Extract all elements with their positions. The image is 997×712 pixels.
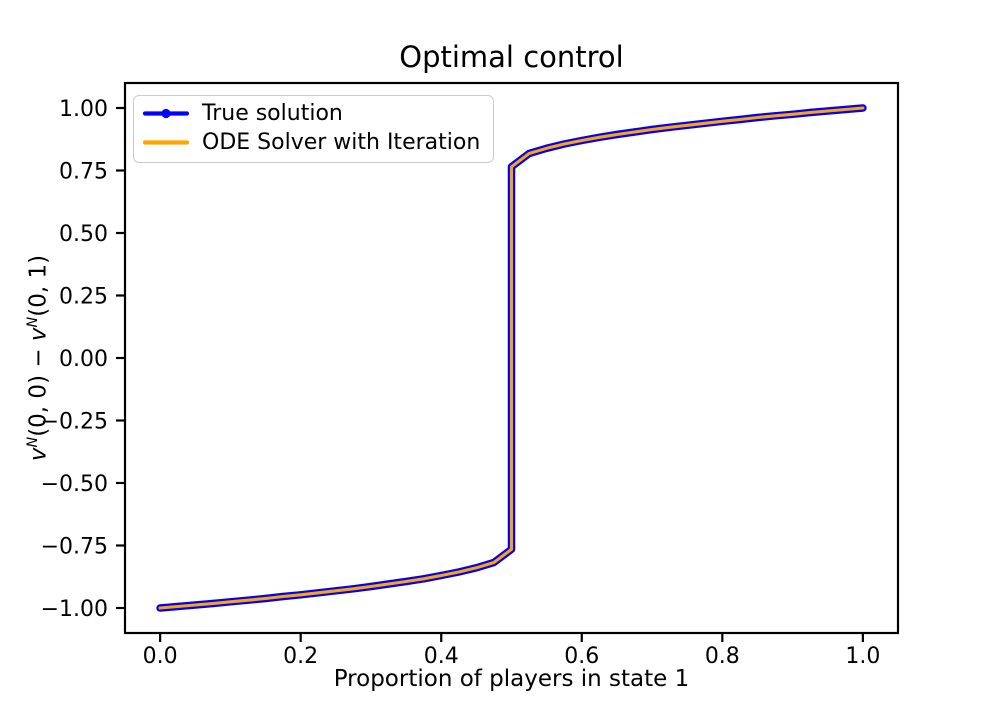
x-tick-label: 0.2 [283, 644, 318, 669]
legend-line-icon [143, 140, 189, 145]
y-tick-label: −0.25 [41, 410, 108, 435]
y-tick-label: 0.00 [59, 347, 108, 372]
y-tick-label: −0.50 [41, 472, 108, 497]
legend: True solution ODE Solver with Iteration [133, 95, 495, 163]
y-tick-label: −0.75 [41, 535, 108, 560]
x-tick-label: 0.8 [705, 644, 740, 669]
series-line-ode-solver-with-iteration [158, 106, 865, 610]
y-axis-label: vN(0, 0) − vN(0, 1) [25, 254, 52, 462]
y-tick-label: 0.75 [59, 160, 108, 185]
y-tick-label: 1.00 [59, 97, 108, 122]
legend-label: ODE Solver with Iteration [202, 130, 481, 155]
y-tick-label: −1.00 [41, 597, 108, 622]
y-tick-label: 0.25 [59, 285, 108, 310]
x-tick-label: 1.0 [845, 644, 880, 669]
legend-line-marker-icon [143, 108, 189, 119]
x-axis-label: Proportion of players in state 1 [333, 666, 690, 692]
y-tick-label: 0.50 [59, 222, 108, 247]
legend-item-true-solution: True solution [143, 99, 480, 128]
chart-title: Optimal control [399, 40, 624, 74]
x-tick-label: 0.0 [143, 644, 178, 669]
x-tick-label: 0.6 [564, 644, 599, 669]
x-tick-label: 0.4 [424, 644, 459, 669]
legend-label: True solution [202, 101, 343, 126]
legend-item-ode-solver: ODE Solver with Iteration [143, 128, 480, 157]
